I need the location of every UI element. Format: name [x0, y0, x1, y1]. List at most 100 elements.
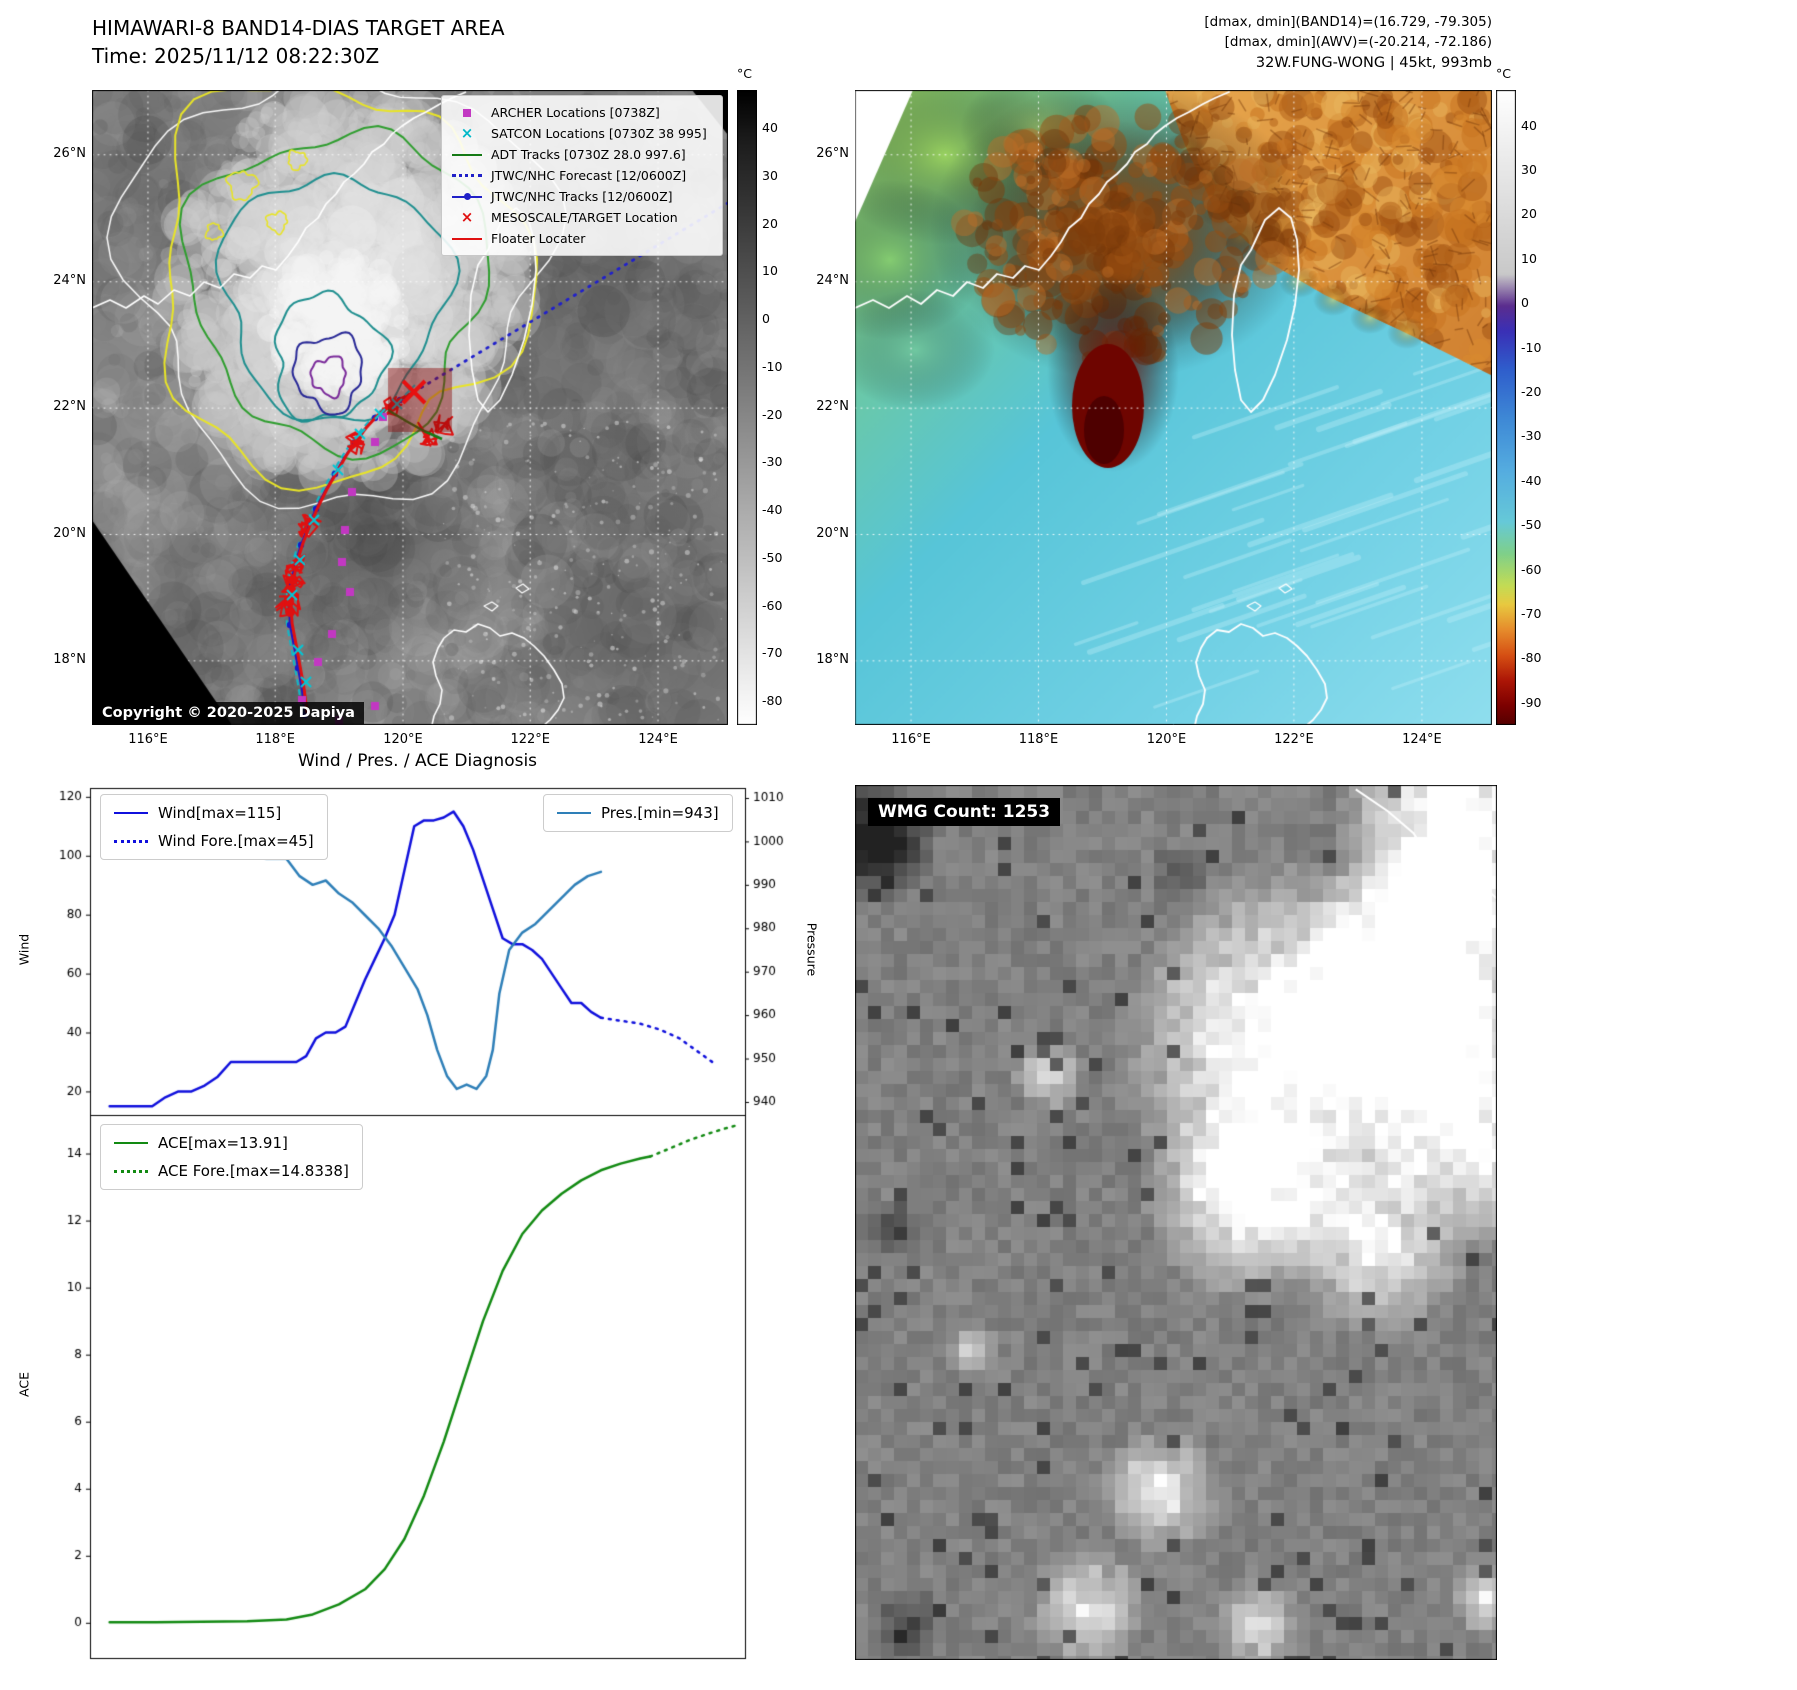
- colorbar-tick-label: -40: [1521, 472, 1542, 488]
- legend-item: ARCHER Locations [0738Z]: [452, 103, 712, 122]
- colorbar-tick-label: -60: [1521, 561, 1542, 577]
- legend-item: ADT Tracks [0730Z 28.0 997.6]: [452, 145, 712, 164]
- awv-satellite-image: [855, 90, 1492, 725]
- colorbar-tick-label: 40: [1521, 117, 1537, 133]
- dotted-line-icon: [114, 839, 148, 843]
- lat-tick-label: 20°N: [53, 525, 86, 541]
- wmg-image: [855, 785, 1497, 1660]
- x-marker-icon: ×: [460, 208, 474, 226]
- lon-tick-label: 120°E: [383, 732, 423, 747]
- colorbar-tick-label: -50: [762, 549, 783, 565]
- legend-item: ACE[max=13.91]: [114, 1134, 349, 1152]
- awv-colorbar-gradient: [1496, 90, 1516, 725]
- lon-tick-label: 124°E: [638, 732, 678, 747]
- line-icon: [557, 812, 591, 814]
- line-icon: [452, 153, 482, 156]
- ace-legend: ACE[max=13.91] ACE Fore.[max=14.8338]: [100, 1124, 363, 1190]
- colorbar-tick-label: -50: [1521, 517, 1542, 533]
- copyright-badge: Copyright © 2020-2025 Dapiya: [93, 702, 364, 724]
- line-dot-marker-icon: [452, 193, 482, 200]
- colorbar-tick-label: -20: [762, 406, 783, 422]
- legend-item: Wind[max=115]: [114, 804, 314, 822]
- lat-tick-label: 26°N: [53, 145, 86, 161]
- legend-item: Pres.[min=943]: [557, 804, 719, 822]
- wmg-count-badge: WMG Count: 1253: [868, 798, 1061, 826]
- legend-item: JTWC/NHC Tracks [12/0600Z]: [452, 187, 712, 206]
- diagnosis-figure-title: Wind / Pres. / ACE Diagnosis: [297, 751, 538, 771]
- colorbar-tick-label: -20: [1521, 383, 1542, 399]
- lat-tick-label: 26°N: [816, 145, 849, 161]
- legend-item: ACE Fore.[max=14.8338]: [114, 1162, 349, 1180]
- colorbar-tick-label: 20: [762, 215, 778, 231]
- lat-tick-label: 20°N: [816, 525, 849, 541]
- awv-colorbar-unit: °C: [1496, 66, 1511, 81]
- colorbar-tick-label: 0: [762, 311, 770, 327]
- ir-map-panel: ARCHER Locations [0738Z] × SATCON Location…: [53, 90, 728, 747]
- lat-tick-label: 24°N: [816, 272, 849, 288]
- legend-label: JTWC/NHC Tracks [12/0600Z]: [491, 189, 673, 204]
- legend-label: Wind Fore.[max=45]: [158, 832, 314, 850]
- wmg-panel: WMG Count: 1253: [855, 785, 1497, 1660]
- ir-panel-title: HIMAWARI-8 BAND14-DIAS TARGET AREA: [92, 16, 505, 40]
- awv-colorbar: °C 40 30 20 10 0 -10 -20 -30 -40 -50 -60 -70 -80 -90: [1496, 66, 1541, 725]
- wind-legend: Wind[max=115] Wind Fore.[max=45]: [100, 794, 328, 860]
- colorbar-tick-label: -30: [762, 454, 783, 470]
- colorbar-tick-label: -80: [1521, 650, 1542, 666]
- lat-tick-label: 18°N: [816, 651, 849, 667]
- x-marker-icon: ×: [460, 124, 474, 142]
- lat-tick-label: 24°N: [53, 272, 86, 288]
- ir-colorbar-gradient: [737, 90, 757, 725]
- legend-item: JTWC/NHC Forecast [12/0600Z]: [452, 166, 712, 185]
- lat-tick-label: 22°N: [53, 399, 86, 415]
- ace-axis-label: ACE: [16, 1372, 32, 1397]
- colorbar-tick-label: -70: [1521, 605, 1542, 621]
- colorbar-tick-label: -10: [1521, 339, 1542, 355]
- legend-label: ADT Tracks [0730Z 28.0 997.6]: [491, 147, 686, 162]
- colorbar-tick-label: 30: [1521, 161, 1537, 177]
- legend-label: Pres.[min=943]: [601, 804, 719, 822]
- colorbar-tick-label: 20: [1521, 206, 1537, 222]
- ir-colorbar-unit: °C: [737, 66, 752, 81]
- legend-label: ACE Fore.[max=14.8338]: [158, 1162, 349, 1180]
- colorbar-tick-label: -70: [762, 645, 783, 661]
- colorbar-tick-label: -80: [762, 693, 783, 709]
- lon-tick-label: 122°E: [510, 732, 550, 747]
- lon-tick-label: 116°E: [128, 732, 168, 747]
- colorbar-tick-label: -60: [762, 597, 783, 613]
- colorbar-tick-label: 40: [762, 120, 778, 136]
- lon-tick-label: 124°E: [1402, 732, 1442, 747]
- wind-pressure-ace-chart: [40, 780, 810, 1660]
- lat-tick-label: 18°N: [53, 651, 86, 667]
- colorbar-tick-label: -10: [762, 358, 783, 374]
- line-icon: [114, 1142, 148, 1144]
- dotted-line-icon: [452, 174, 482, 177]
- storm-id-text: 32W.FUNG-WONG | 45kt, 993mb: [1255, 54, 1492, 71]
- wind-axis-label: Wind: [16, 933, 32, 966]
- legend-label: MESOSCALE/TARGET Location: [491, 210, 678, 225]
- lon-tick-label: 118°E: [255, 732, 295, 747]
- pressure-legend: Pres.[min=943]: [543, 794, 733, 832]
- lon-tick-label: 120°E: [1146, 732, 1187, 747]
- colorbar-tick-label: 10: [762, 263, 778, 279]
- line-icon: [452, 237, 482, 240]
- lat-tick-label: 22°N: [816, 399, 849, 415]
- colorbar-tick-label: -40: [762, 502, 783, 518]
- colorbar-tick-label: 0: [1521, 295, 1529, 311]
- legend-label: ACE[max=13.91]: [158, 1134, 288, 1152]
- ir-colorbar: °C 40 30 20 10 0 -10 -20 -30 -40 -50 -60 -70 -80: [737, 66, 782, 725]
- awv-range-text: [dmax, dmin](AWV)=(-20.214, -72.186): [1224, 34, 1492, 51]
- dotted-line-icon: [114, 1169, 148, 1173]
- legend-label: JTWC/NHC Forecast [12/0600Z]: [491, 168, 687, 183]
- colorbar-tick-label: 30: [762, 167, 778, 183]
- square-marker-icon: [452, 108, 482, 117]
- band14-range-text: [dmax, dmin](BAND14)=(16.729, -79.305): [1204, 14, 1492, 30]
- ir-panel-time: Time: 2025/11/12 08:22:30Z: [92, 44, 380, 68]
- colorbar-tick-label: -90: [1521, 694, 1542, 710]
- diagnosis-figure: [40, 780, 810, 1664]
- colorbar-tick-label: 10: [1521, 250, 1537, 266]
- legend-item: × SATCON Locations [0730Z 38 995]: [452, 124, 712, 143]
- legend-item: Wind Fore.[max=45]: [114, 832, 314, 850]
- legend-item: × MESOSCALE/TARGET Location: [452, 208, 712, 227]
- lon-tick-label: 118°E: [1018, 732, 1059, 747]
